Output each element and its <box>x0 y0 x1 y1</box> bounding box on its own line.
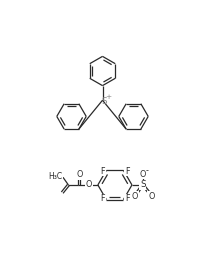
Text: O: O <box>140 170 146 179</box>
Text: +: + <box>106 94 112 100</box>
Text: F: F <box>100 167 105 175</box>
Text: O: O <box>76 171 82 180</box>
Text: O: O <box>85 180 92 189</box>
Text: F: F <box>100 194 105 203</box>
Text: S: S <box>140 180 146 189</box>
Text: O: O <box>148 192 155 201</box>
Text: O: O <box>132 192 138 201</box>
Text: H₃C: H₃C <box>48 172 62 181</box>
Text: F: F <box>125 194 130 203</box>
Text: F: F <box>125 167 130 175</box>
Text: -: - <box>145 167 148 176</box>
Text: S: S <box>101 96 107 106</box>
